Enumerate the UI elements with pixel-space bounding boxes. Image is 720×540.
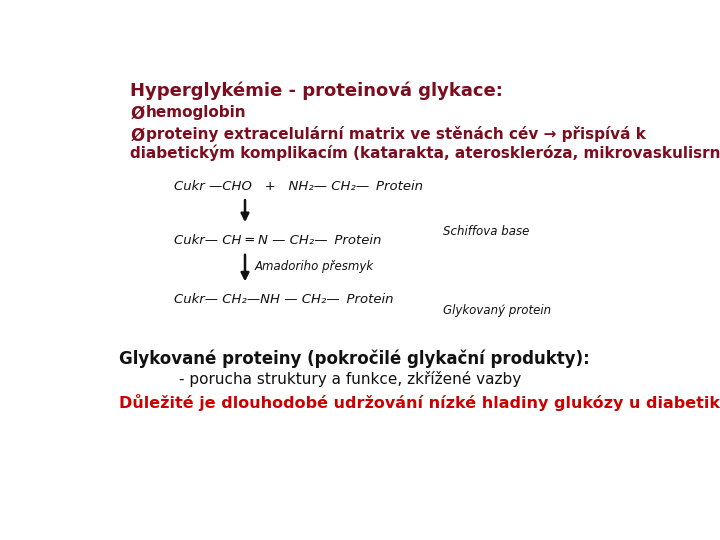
Text: hemoglobin: hemoglobin	[145, 105, 246, 120]
Text: Ø: Ø	[130, 105, 145, 123]
Text: - porucha struktury a funkce, zkřížené vazby: - porucha struktury a funkce, zkřížené v…	[179, 372, 521, 387]
Text: Cukr— CH₂—NH — CH₂—  Protein: Cukr— CH₂—NH — CH₂— Protein	[174, 293, 393, 306]
Text: proteiny extracelulární matrix ve stěnách cév → přispívá k: proteiny extracelulární matrix ve stěnác…	[145, 126, 646, 143]
Text: Cukr— CH ═ N — CH₂—  Protein: Cukr— CH ═ N — CH₂— Protein	[174, 234, 381, 247]
Text: Ø: Ø	[130, 126, 145, 144]
Text: Hyperglykémie - proteinová glykace:: Hyperglykémie - proteinová glykace:	[130, 82, 503, 100]
Text: Schiffova base: Schiffova base	[443, 225, 529, 238]
Text: Glykované proteiny (pokročilé glykační produkty):: Glykované proteiny (pokročilé glykační p…	[120, 350, 590, 368]
Text: Glykovaný protein: Glykovaný protein	[443, 304, 551, 317]
Text: Cukr —CHO   +   NH₂— CH₂—  Protein: Cukr —CHO + NH₂— CH₂— Protein	[174, 180, 423, 193]
Text: Důležité je dlouhodobé udržování nízké hladiny glukózy u diabetiků !: Důležité je dlouhodobé udržování nízké h…	[120, 394, 720, 410]
Text: Amadoriho přesmyk: Amadoriho přesmyk	[254, 260, 374, 273]
Text: diabetickým komplikacím (katarakta, ateroskleróza, mikrovaskulisrní): diabetickým komplikacím (katarakta, ater…	[130, 144, 720, 160]
